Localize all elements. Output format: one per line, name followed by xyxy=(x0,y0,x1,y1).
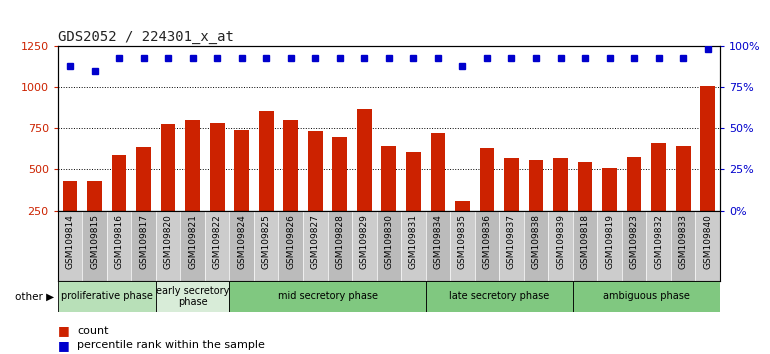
Bar xyxy=(474,211,499,281)
Text: GSM109820: GSM109820 xyxy=(163,214,172,269)
Text: GSM109836: GSM109836 xyxy=(483,214,491,269)
Bar xyxy=(426,281,573,312)
Text: GSM109825: GSM109825 xyxy=(262,214,271,269)
Text: GSM109826: GSM109826 xyxy=(286,214,295,269)
Bar xyxy=(573,281,720,312)
Text: GSM109838: GSM109838 xyxy=(531,214,541,269)
Bar xyxy=(602,168,617,252)
Bar xyxy=(327,211,352,281)
Text: GSM109824: GSM109824 xyxy=(237,214,246,269)
Text: GSM109819: GSM109819 xyxy=(605,214,614,269)
Bar xyxy=(205,211,229,281)
Text: GSM109815: GSM109815 xyxy=(90,214,99,269)
Bar xyxy=(303,211,327,281)
Bar xyxy=(450,211,474,281)
Bar xyxy=(598,211,622,281)
Bar xyxy=(377,211,401,281)
Bar xyxy=(529,160,544,252)
Bar xyxy=(156,211,180,281)
Text: GSM109839: GSM109839 xyxy=(556,214,565,269)
Text: GSM109822: GSM109822 xyxy=(213,214,222,269)
Bar xyxy=(279,211,303,281)
Bar xyxy=(651,143,666,252)
Bar xyxy=(499,211,524,281)
Text: GSM109814: GSM109814 xyxy=(65,214,75,269)
Text: GSM109837: GSM109837 xyxy=(507,214,516,269)
Bar xyxy=(352,211,377,281)
Bar xyxy=(82,211,107,281)
Text: count: count xyxy=(77,326,109,336)
Text: GDS2052 / 224301_x_at: GDS2052 / 224301_x_at xyxy=(58,30,233,44)
Bar xyxy=(136,147,151,252)
Text: percentile rank within the sample: percentile rank within the sample xyxy=(77,340,265,350)
Bar xyxy=(504,158,519,252)
Text: GSM109829: GSM109829 xyxy=(360,214,369,269)
Bar xyxy=(107,211,132,281)
Bar xyxy=(112,155,126,252)
Bar xyxy=(156,281,229,312)
Text: ■: ■ xyxy=(58,325,69,337)
Bar xyxy=(259,111,273,252)
Bar xyxy=(209,122,225,252)
Text: early secretory
phase: early secretory phase xyxy=(156,286,229,307)
Bar xyxy=(646,211,671,281)
Bar xyxy=(229,281,426,312)
Text: GSM109827: GSM109827 xyxy=(311,214,320,269)
Text: ■: ■ xyxy=(58,339,69,352)
Text: GSM109830: GSM109830 xyxy=(384,214,393,269)
Bar xyxy=(254,211,279,281)
Bar xyxy=(401,211,426,281)
Bar xyxy=(578,162,592,252)
Text: GSM109821: GSM109821 xyxy=(188,214,197,269)
Bar xyxy=(62,181,77,252)
Text: GSM109833: GSM109833 xyxy=(678,214,688,269)
Text: GSM109828: GSM109828 xyxy=(335,214,344,269)
Bar xyxy=(627,157,641,252)
Bar xyxy=(58,211,82,281)
Text: ambiguous phase: ambiguous phase xyxy=(603,291,690,302)
Bar xyxy=(553,158,568,252)
Text: GSM109823: GSM109823 xyxy=(630,214,638,269)
Bar xyxy=(701,86,715,252)
Bar xyxy=(671,211,695,281)
Bar xyxy=(524,211,548,281)
Bar xyxy=(234,130,249,252)
Bar xyxy=(180,211,205,281)
Bar xyxy=(87,181,102,252)
Text: late secretory phase: late secretory phase xyxy=(449,291,549,302)
Text: other ▶: other ▶ xyxy=(15,291,54,302)
Bar xyxy=(333,137,347,252)
Bar xyxy=(455,201,470,252)
Text: GSM109832: GSM109832 xyxy=(654,214,663,269)
Bar xyxy=(381,147,397,252)
Bar xyxy=(132,211,156,281)
Bar xyxy=(229,211,254,281)
Text: GSM109816: GSM109816 xyxy=(115,214,123,269)
Text: GSM109817: GSM109817 xyxy=(139,214,148,269)
Bar xyxy=(622,211,646,281)
Bar xyxy=(430,133,445,252)
Text: GSM109831: GSM109831 xyxy=(409,214,418,269)
Text: mid secretory phase: mid secretory phase xyxy=(277,291,377,302)
Bar xyxy=(573,211,598,281)
Bar xyxy=(406,152,420,252)
Bar xyxy=(676,145,691,252)
Bar xyxy=(58,281,156,312)
Text: proliferative phase: proliferative phase xyxy=(61,291,152,302)
Bar xyxy=(186,120,200,252)
Bar xyxy=(480,148,494,252)
Bar xyxy=(357,109,372,252)
Text: GSM109818: GSM109818 xyxy=(581,214,590,269)
Bar xyxy=(426,211,450,281)
Bar xyxy=(695,211,720,281)
Text: GSM109834: GSM109834 xyxy=(434,214,443,269)
Bar xyxy=(308,131,323,252)
Text: GSM109840: GSM109840 xyxy=(703,214,712,269)
Bar xyxy=(283,120,298,252)
Text: GSM109835: GSM109835 xyxy=(458,214,467,269)
Bar xyxy=(548,211,573,281)
Bar xyxy=(161,124,176,252)
